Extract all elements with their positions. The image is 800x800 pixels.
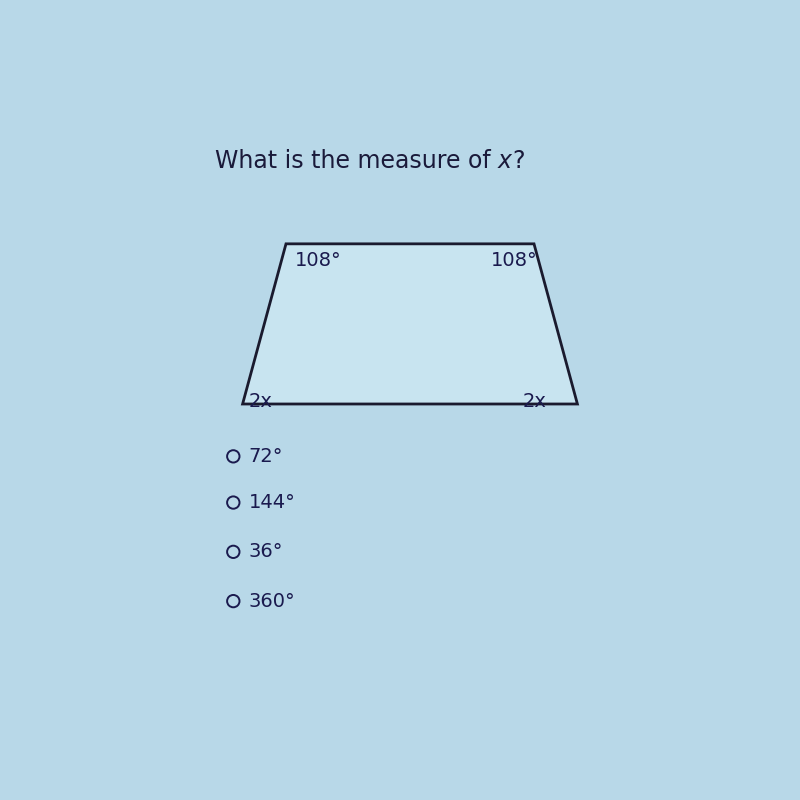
Text: 108°: 108° xyxy=(490,251,538,270)
Text: 108°: 108° xyxy=(295,251,342,270)
Text: x: x xyxy=(498,149,512,173)
Text: What is the measure of: What is the measure of xyxy=(214,149,498,173)
Text: 36°: 36° xyxy=(249,542,283,562)
Text: 2x: 2x xyxy=(249,392,273,410)
Text: 72°: 72° xyxy=(249,447,283,466)
Text: 360°: 360° xyxy=(249,592,295,610)
Polygon shape xyxy=(242,244,578,404)
Text: 2x: 2x xyxy=(522,392,546,410)
Text: ?: ? xyxy=(512,149,525,173)
Text: 144°: 144° xyxy=(249,493,296,512)
